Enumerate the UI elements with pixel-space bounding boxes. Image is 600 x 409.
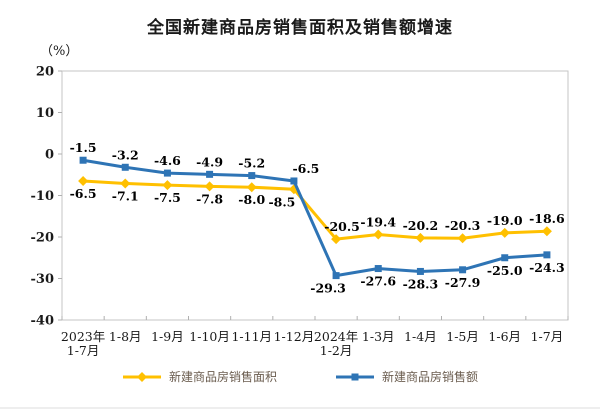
data-label: -18.6	[529, 211, 565, 226]
square-marker-icon	[374, 265, 382, 273]
diamond-marker-icon	[162, 180, 173, 191]
diamond-marker-icon	[373, 229, 384, 240]
data-label: -20.3	[445, 218, 481, 233]
x-axis-label: 1-9月	[151, 329, 184, 344]
y-axis-tick-label: 20	[36, 65, 54, 80]
diamond-marker-icon	[541, 226, 552, 237]
series-line-0	[81, 179, 549, 241]
diamond-marker-icon	[246, 182, 257, 193]
diamond-marker-icon	[204, 181, 215, 192]
diamond-marker-icon	[331, 234, 342, 245]
data-label: -6.5	[70, 186, 97, 201]
chart-title: 全国新建商品房销售面积及销售额增速	[147, 18, 453, 38]
square-marker-icon	[79, 156, 87, 164]
data-label: -7.1	[112, 188, 139, 203]
x-axis-label: 1-2月	[320, 343, 353, 358]
x-axis-label: 2024年	[314, 329, 358, 344]
data-label: -28.3	[403, 276, 439, 291]
data-label: -8.5	[268, 194, 295, 209]
y-axis-tick-label: -40	[31, 314, 55, 329]
diamond-marker-icon	[499, 227, 510, 238]
data-label: -4.6	[154, 153, 181, 168]
data-label: -27.6	[360, 274, 396, 289]
data-label: -7.8	[196, 191, 223, 206]
y-axis-tick-label: -30	[31, 272, 55, 287]
square-marker-icon	[351, 373, 359, 380]
square-marker-icon	[248, 172, 256, 180]
data-label: -5.2	[238, 156, 265, 171]
diamond-marker-icon	[457, 233, 468, 244]
y-axis-tick-label: -10	[31, 189, 55, 204]
square-marker-icon	[543, 251, 551, 259]
data-label: -3.2	[112, 147, 139, 162]
x-axis-label: 1-10月	[189, 329, 230, 344]
data-label: -4.9	[196, 154, 223, 169]
data-label: -19.4	[360, 215, 396, 230]
data-label: -24.3	[529, 260, 565, 275]
diamond-marker-icon	[120, 178, 131, 189]
y-axis-tick-label: 10	[36, 106, 54, 121]
data-label: -19.0	[487, 213, 523, 228]
legend-item-sales-amount: 新建商品房销售额	[335, 368, 478, 385]
legend-label-sales-area: 新建商品房销售面积	[168, 370, 277, 384]
y-axis-tick-label: -20	[31, 231, 55, 246]
x-axis-label: 1-11月	[231, 329, 272, 344]
legend-item-sales-area: 新建商品房销售面积	[122, 368, 277, 385]
legend-label-sales-amount: 新建商品房销售额	[382, 370, 479, 384]
diamond-marker-icon	[415, 232, 426, 243]
data-label: -6.5	[292, 161, 319, 176]
x-axis-label: 2023年	[61, 329, 105, 344]
data-label: -7.5	[154, 190, 181, 205]
x-axis-label: 1-7月	[67, 343, 100, 358]
x-axis-label: 1-4月	[404, 329, 437, 344]
square-marker-icon	[121, 163, 129, 171]
y-axis-unit-label: （%）	[40, 44, 79, 59]
data-label: -29.3	[310, 281, 346, 296]
x-axis-label: 1-6月	[488, 329, 521, 344]
data-label: -25.0	[487, 263, 523, 278]
legend-swatch-sales-amount-icon	[336, 373, 374, 380]
y-axis-tick-label: 0	[45, 148, 54, 163]
square-marker-icon	[459, 266, 467, 274]
square-marker-icon	[501, 254, 509, 262]
x-axis-label: 1-8月	[109, 329, 142, 344]
x-axis-label: 1-12月	[274, 329, 315, 344]
diamond-marker-icon	[136, 371, 147, 382]
x-axis-label: 1-7月	[531, 329, 564, 344]
chart-legend: 新建商品房销售面积 新建商品房销售额	[0, 368, 600, 385]
x-axis-label: 1-3月	[362, 329, 395, 344]
data-label: -20.2	[403, 218, 439, 233]
diamond-marker-icon	[78, 175, 89, 186]
data-label: -27.9	[445, 275, 481, 290]
square-marker-icon	[163, 169, 171, 177]
legend-swatch-sales-area-icon	[122, 371, 161, 382]
series-line-1	[81, 158, 549, 278]
square-marker-icon	[290, 177, 298, 185]
square-marker-icon	[332, 272, 340, 280]
data-label: -8.0	[238, 192, 265, 207]
data-label: -1.5	[70, 140, 97, 155]
data-label: -20.5	[324, 219, 360, 234]
x-axis-label: 1-5月	[446, 329, 479, 344]
square-marker-icon	[416, 267, 424, 275]
square-marker-icon	[206, 170, 214, 178]
